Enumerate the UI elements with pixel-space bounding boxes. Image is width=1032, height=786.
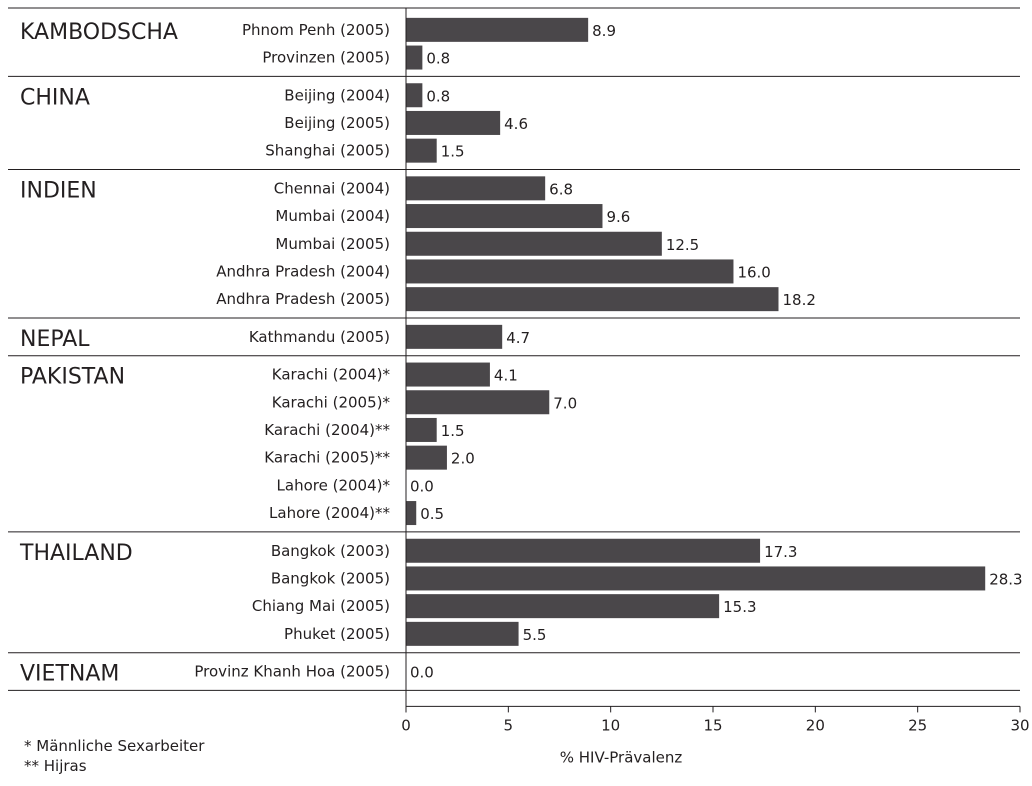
data-label: 5.5	[523, 626, 547, 644]
row-label: Mumbai (2004)	[275, 207, 390, 225]
row-label: Phuket (2005)	[284, 625, 390, 643]
data-label: 8.9	[592, 22, 616, 40]
data-label: 17.3	[764, 543, 797, 561]
bar	[406, 17, 589, 42]
country-label: KAMBODSCHA	[20, 20, 178, 45]
data-label: 1.5	[441, 143, 465, 161]
row-label: Karachi (2005)*	[272, 393, 391, 411]
row-label: Chennai (2004)	[274, 179, 390, 197]
x-tick-label: 25	[908, 716, 927, 734]
group-separators	[8, 7, 1020, 691]
x-tick-label: 20	[806, 716, 825, 734]
data-label: 0.8	[426, 87, 450, 105]
row-label: Beijing (2004)	[284, 86, 390, 104]
row-label: Karachi (2004)*	[272, 366, 391, 384]
country-label: PAKISTAN	[20, 365, 125, 390]
bar	[406, 445, 447, 470]
bar	[406, 621, 519, 646]
bar	[406, 83, 423, 108]
bar	[406, 362, 490, 387]
row-label: Bangkok (2003)	[271, 542, 390, 560]
row-label: Bangkok (2005)	[271, 569, 390, 587]
data-label: 2.0	[451, 450, 475, 468]
x-tick-label: 30	[1010, 716, 1029, 734]
bar	[406, 45, 423, 70]
bar	[406, 538, 761, 563]
row-label: Mumbai (2005)	[275, 235, 390, 253]
footnote-hijras: ** Hijras	[24, 757, 87, 775]
data-label: 18.2	[782, 291, 815, 309]
bar	[406, 259, 734, 284]
bar	[406, 501, 417, 526]
row-label: Lahore (2004)**	[269, 504, 390, 522]
country-label: INDIEN	[20, 179, 97, 204]
row-label: Phnom Penh (2005)	[242, 21, 390, 39]
row-label: Lahore (2004)*	[277, 476, 391, 494]
x-tick-label: 5	[504, 716, 514, 734]
country-label: CHINA	[20, 85, 90, 110]
row-label: Kathmandu (2005)	[249, 328, 390, 346]
data-label: 12.5	[666, 236, 699, 254]
x-axis-title: % HIV-Prävalenz	[560, 748, 683, 766]
row-label: Karachi (2005)**	[264, 449, 390, 467]
row-label: Andhra Pradesh (2005)	[216, 290, 390, 308]
bars: 8.9 0.8 0.8 4.6 1.5 6.8 9.6 12.5 16.0 18.2 4.7 4.1 7…	[406, 17, 1023, 682]
data-label: 0.8	[426, 50, 450, 68]
bar	[406, 287, 779, 312]
bar	[406, 594, 720, 619]
bar	[406, 110, 501, 135]
data-label: 7.0	[553, 394, 577, 412]
bar	[406, 138, 437, 163]
data-label: 4.6	[504, 115, 528, 133]
data-label: 0.5	[420, 505, 444, 523]
country-groups: KAMBODSCHA Phnom Penh (2005) Provinzen (20…	[19, 20, 390, 687]
data-label: 4.7	[506, 329, 530, 347]
data-label: 0.0	[410, 664, 434, 682]
data-label: 4.1	[494, 367, 518, 385]
x-tick-label: 0	[401, 716, 411, 734]
row-label: Provinzen (2005)	[262, 49, 390, 67]
bar	[406, 231, 662, 256]
data-label: 1.5	[441, 422, 465, 440]
row-label: Karachi (2004)**	[264, 421, 390, 439]
data-label: 16.0	[737, 263, 770, 281]
bar	[406, 324, 503, 349]
data-label: 0.0	[410, 477, 434, 495]
country-label: VIETNAM	[20, 662, 119, 687]
bar	[406, 204, 603, 229]
bar	[406, 390, 550, 415]
row-label: Provinz Khanh Hoa (2005)	[194, 663, 390, 681]
row-label: Shanghai (2005)	[265, 142, 390, 160]
data-label: 15.3	[723, 598, 756, 616]
row-label: Chiang Mai (2005)	[252, 597, 390, 615]
data-label: 6.8	[549, 180, 573, 198]
bar	[406, 417, 437, 442]
bar	[406, 566, 986, 591]
country-label: NEPAL	[20, 327, 90, 352]
footnote-male-sex-workers: * Männliche Sexarbeiter	[24, 737, 205, 755]
row-label: Andhra Pradesh (2004)	[216, 262, 390, 280]
x-axis: 0 5 10 15 20 25 30	[401, 705, 1030, 734]
row-label: Beijing (2005)	[284, 114, 390, 132]
data-label: 9.6	[606, 208, 630, 226]
x-tick-label: 10	[601, 716, 620, 734]
x-tick-label: 15	[703, 716, 722, 734]
data-label: 28.3	[989, 570, 1022, 588]
country-label: THAILAND	[19, 541, 133, 566]
bar	[406, 176, 546, 201]
